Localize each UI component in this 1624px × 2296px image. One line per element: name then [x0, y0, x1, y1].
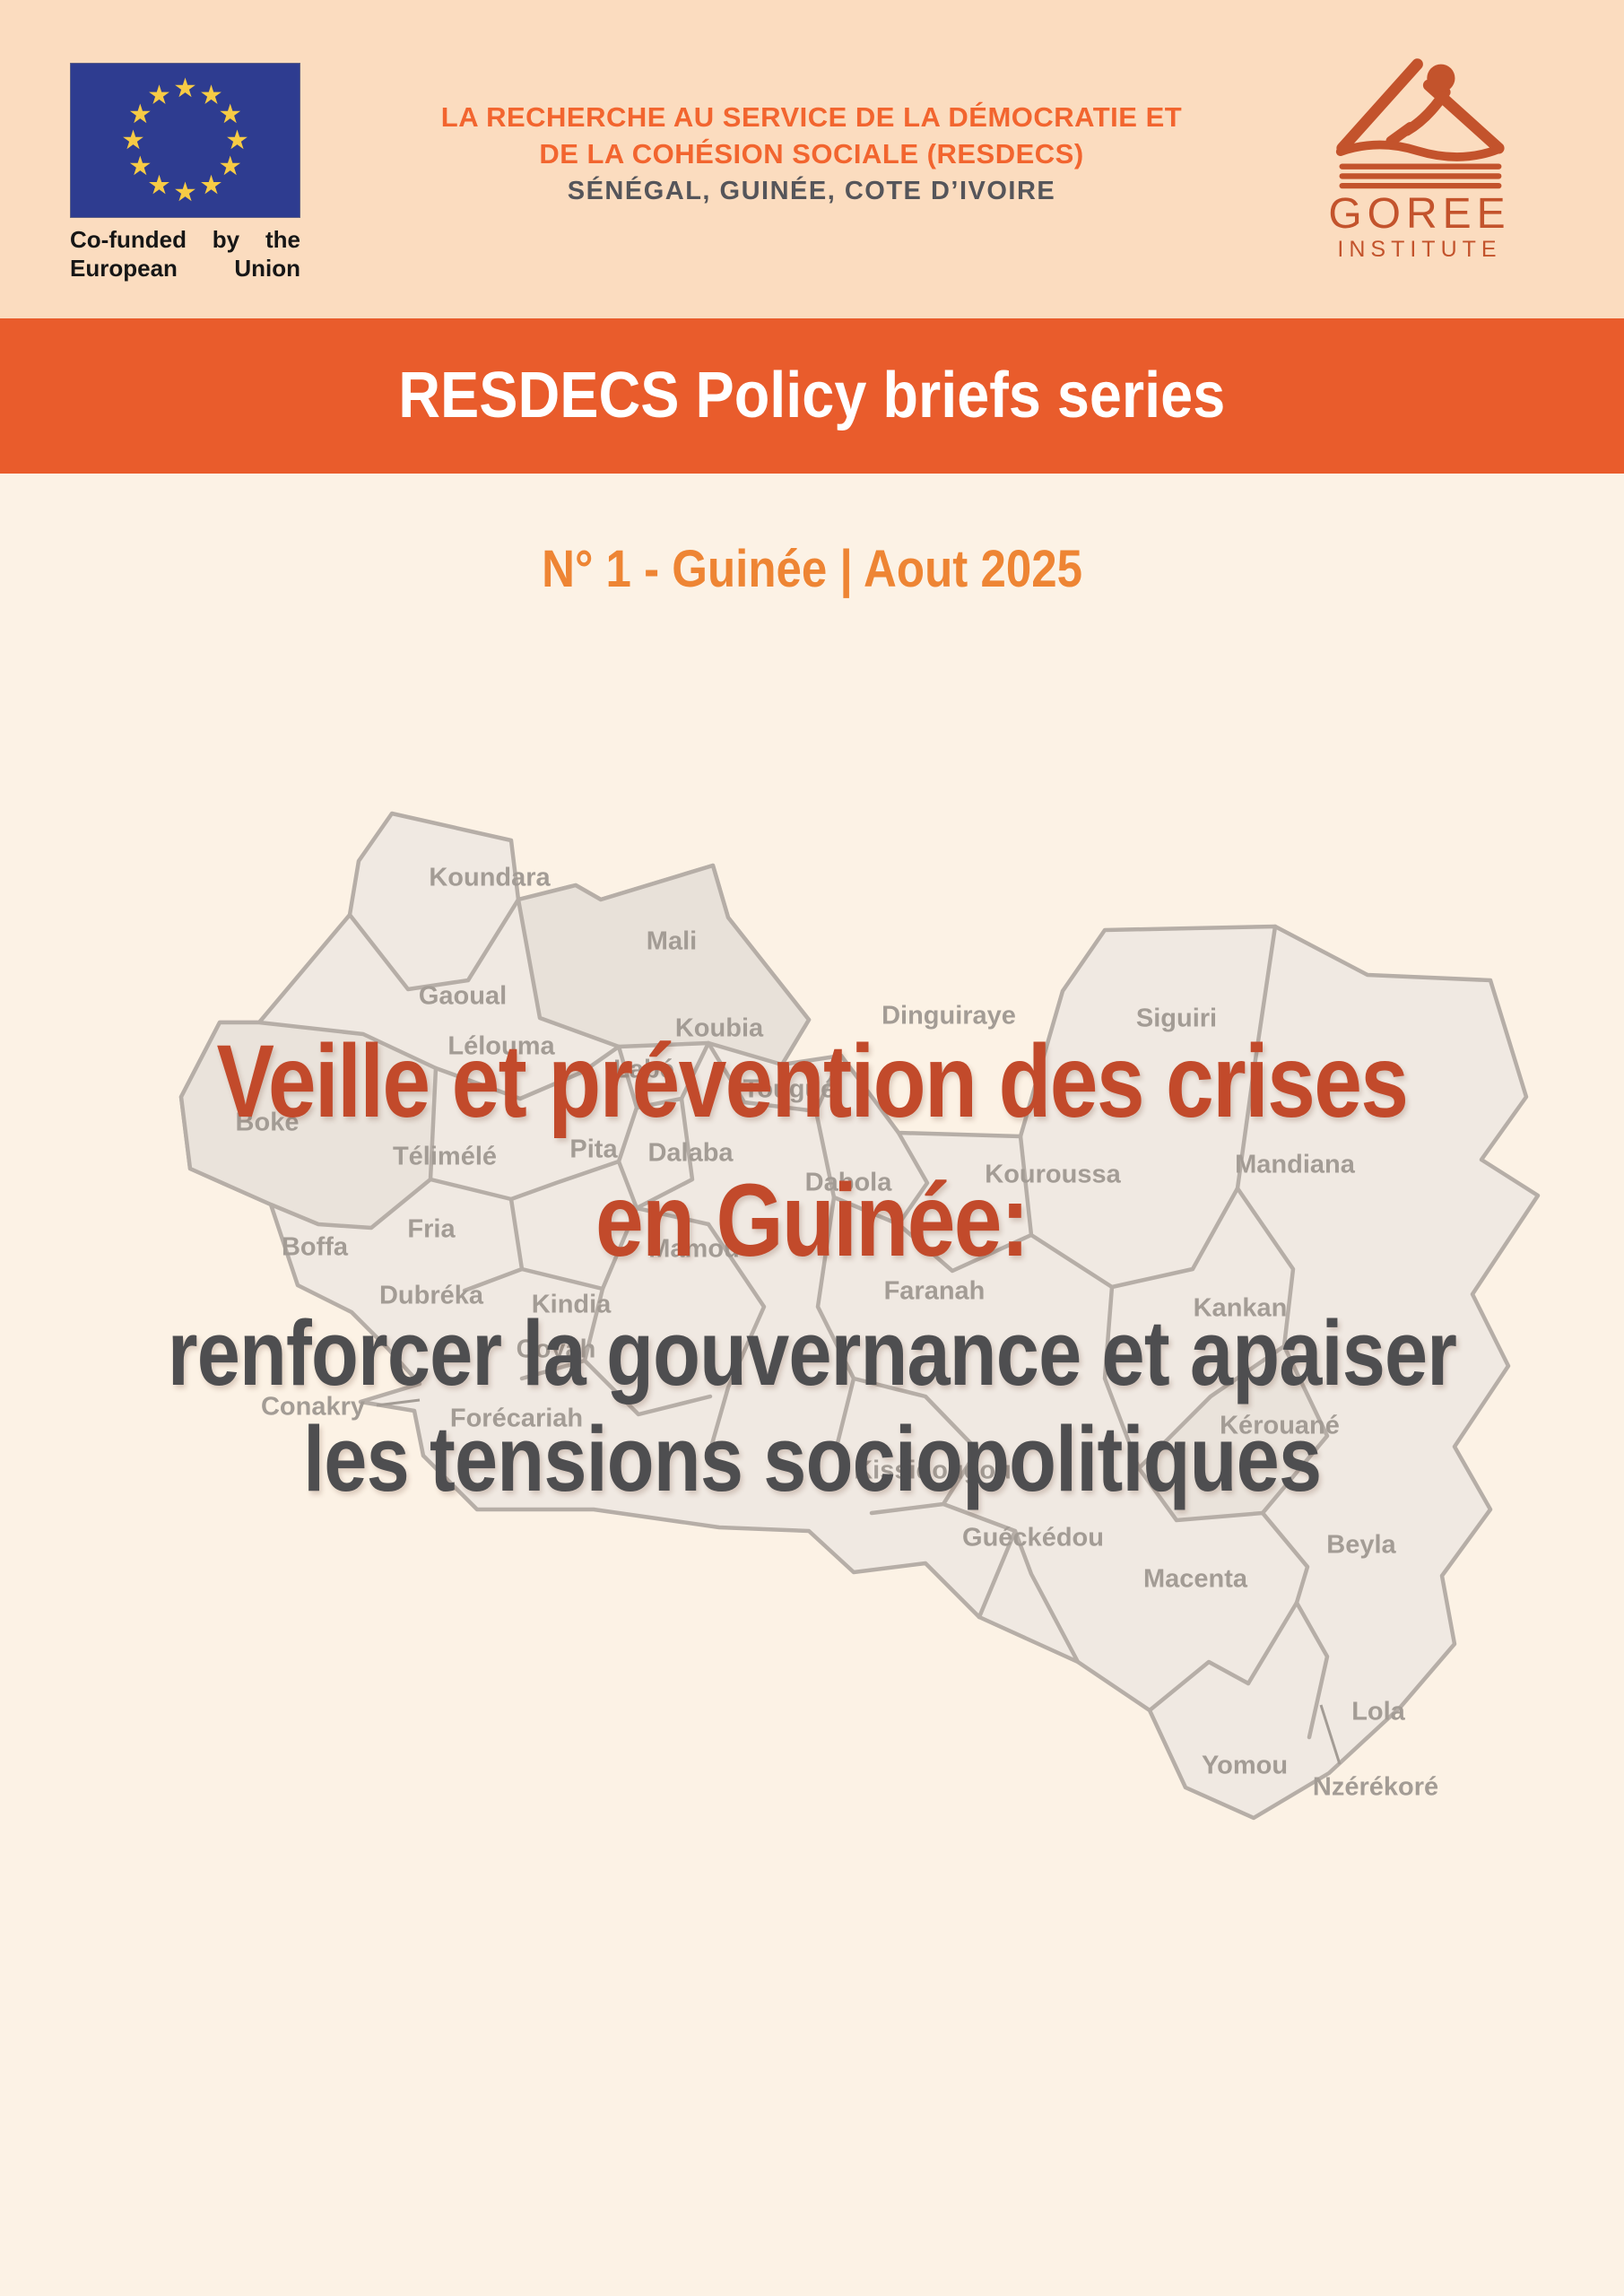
region-mali-shade: [516, 863, 812, 1067]
map-region-label: Macenta: [1142, 1564, 1248, 1594]
map-region-label: Fria: [407, 1214, 456, 1244]
map-region-label: Lola: [1351, 1697, 1405, 1726]
cover-subtitle-line1: renforcer la gouvernance et apaiser: [0, 1300, 1624, 1406]
eu-caption: Co-funded by the European Union: [70, 225, 300, 283]
region-boke-shade: [178, 1020, 439, 1231]
eu-logo: Co-funded by the European Union: [70, 63, 300, 283]
map-region-label: Coyah: [516, 1335, 596, 1364]
series-banner-title: RESDECS Policy briefs series: [398, 360, 1226, 431]
program-title: LA RECHERCHE AU SERVICE DE LA DÉMOCRATIE…: [305, 99, 1318, 210]
map-region-label: Siguiri: [1135, 1004, 1218, 1033]
cover-title-line1-text: Veille et prévention des crises: [216, 1024, 1410, 1139]
header-band: Co-funded by the European Union LA RECHE…: [0, 0, 1624, 318]
map-region-label: Conakry: [260, 1392, 366, 1422]
eu-caption-line2: European Union: [70, 255, 300, 282]
map-region-label: Mali: [646, 926, 698, 956]
conakry-leader-line: [376, 1398, 421, 1407]
map-region-label: Dinguiraye: [881, 1001, 1016, 1031]
cover-subtitle-line2: les tensions sociopolitiques: [0, 1406, 1624, 1512]
nzerekore-leader-line: [1319, 1704, 1342, 1765]
series-banner: RESDECS Policy briefs series: [0, 318, 1624, 474]
map-region-label: Mandiana: [1235, 1150, 1355, 1179]
map-region-label: Guéckédou: [962, 1523, 1104, 1552]
goree-name: GOREE: [1328, 190, 1511, 238]
map-region-label: Télimélé: [392, 1142, 498, 1171]
guinea-map: Koundara Mali Gaoual Lélouma Koubia Labé Tougu…: [135, 803, 1542, 1834]
eu-caption-line1: Co-funded by the: [70, 226, 300, 253]
map-region-label: Faranah: [883, 1276, 986, 1306]
map-region-label: Labé: [613, 1055, 674, 1084]
map-region-label: Kouroussa: [985, 1160, 1121, 1189]
program-line1: LA RECHERCHE AU SERVICE DE LA DÉMOCRATIE…: [440, 101, 1183, 133]
region-kerouane-shade: [1136, 1344, 1330, 1523]
goree-subname: INSTITUTE: [1337, 237, 1502, 262]
map-region-label: Dalaba: [647, 1138, 734, 1168]
map-region-label: Tougué: [743, 1074, 836, 1104]
map-region-label: Beyla: [1326, 1530, 1396, 1560]
map-region-label: Boké: [235, 1108, 300, 1137]
issue-line: N° 1 - Guinée | Aout 2025: [0, 538, 1624, 601]
guinea-outline: [178, 811, 1541, 1821]
issue-text: N° 1 - Guinée | Aout 2025: [542, 540, 1082, 598]
map-region-label: Gaoual: [418, 981, 508, 1011]
map-region-label: Nzérékoré: [1312, 1772, 1439, 1802]
program-countries: SÉNÉGAL, GUINÉE, COTE D’IVOIRE: [567, 177, 1056, 205]
goree-logo: GOREE INSTITUTE: [1325, 50, 1514, 262]
map-region-label: Lélouma: [447, 1031, 555, 1061]
cover-title-line1: Veille et prévention des crises: [0, 1022, 1624, 1141]
map-region-label: Koubia: [674, 1013, 764, 1043]
map-region-label: Kissidougou: [854, 1456, 1012, 1485]
goree-rower-icon: [1335, 58, 1505, 189]
map-region-label: Dabola: [804, 1168, 892, 1197]
prefecture-borders: [347, 897, 1330, 1740]
guinea-map-shape: [178, 811, 1541, 1821]
map-region-label: Dubréka: [378, 1281, 484, 1310]
map-region-label: Kankan: [1193, 1293, 1288, 1323]
map-region-label: Yomou: [1201, 1751, 1289, 1780]
map-region-label: Kindia: [531, 1290, 612, 1319]
map-region-label: Koundara: [429, 863, 551, 892]
cover-title-line2-text: en Guinée:: [595, 1163, 1029, 1278]
cover-subtitle-line2-text: les tensions sociopolitiques: [302, 1407, 1322, 1510]
map-region-label: Forécariah: [449, 1404, 584, 1433]
program-line2: DE LA COHÉSION SOCIALE (RESDECS): [539, 138, 1084, 170]
map-region-label: Boffa: [281, 1232, 349, 1262]
cover-title-line2: en Guinée:: [0, 1161, 1624, 1280]
map-region-label: Pita: [569, 1135, 618, 1164]
cover-subtitle-line1-text: renforcer la gouvernance et apaiser: [167, 1301, 1457, 1405]
eu-flag-icon: [70, 63, 300, 218]
map-region-label: Mamou: [648, 1234, 740, 1264]
map-region-label: Kérouané: [1220, 1411, 1340, 1440]
